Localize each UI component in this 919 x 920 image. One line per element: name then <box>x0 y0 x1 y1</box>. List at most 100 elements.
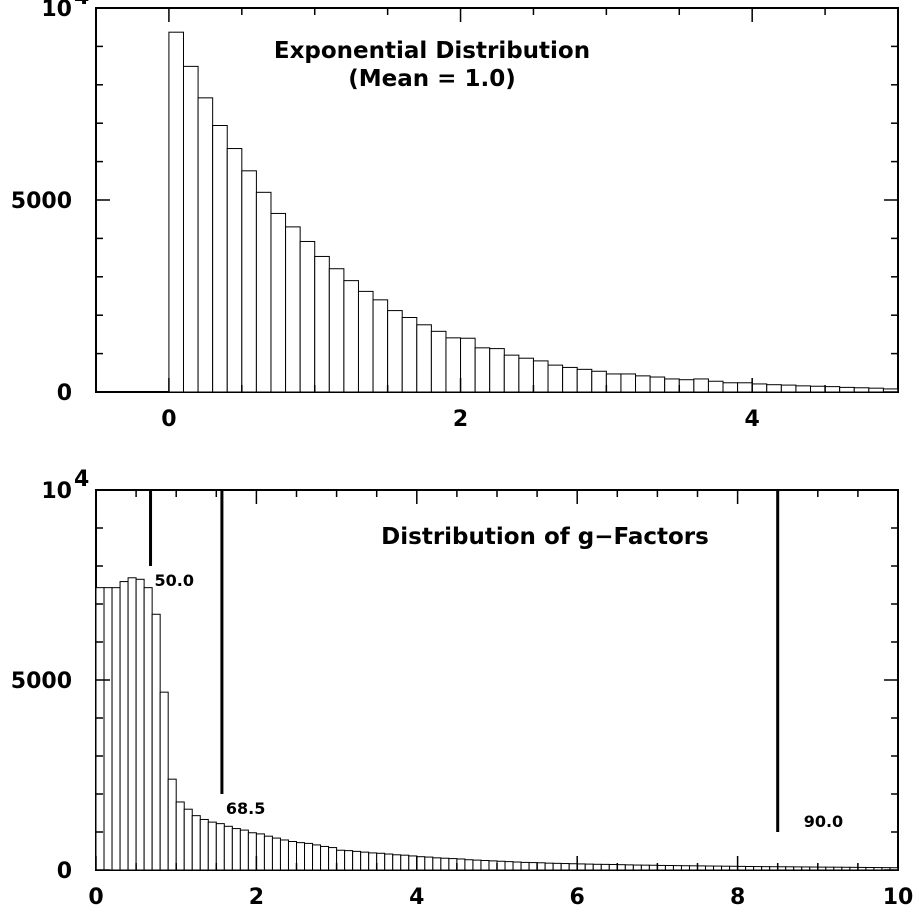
histogram-bar <box>328 268 345 393</box>
histogram-bar <box>873 867 883 871</box>
histogram-bar <box>127 577 137 871</box>
x-tick-label: 2 <box>453 407 468 432</box>
histogram-bar <box>197 97 214 393</box>
histogram-bar <box>432 857 442 871</box>
histogram-bar <box>191 815 201 871</box>
histogram-bar <box>722 382 739 393</box>
histogram-bar <box>640 864 650 871</box>
histogram-bar <box>785 866 795 871</box>
histogram-bar <box>207 821 217 871</box>
histogram-bar <box>769 866 779 871</box>
histogram-bar <box>372 299 389 393</box>
histogram-bar <box>175 801 185 871</box>
histogram-bar <box>649 376 666 393</box>
histogram-bar <box>632 864 642 871</box>
histogram-bar <box>151 613 161 871</box>
histogram-bar <box>810 385 826 393</box>
y-tick-label-exponent: 4 <box>74 0 89 10</box>
histogram-bar <box>707 380 724 393</box>
histogram-bar <box>592 863 602 871</box>
axis-ticks <box>95 489 899 871</box>
histogram-bar <box>400 854 410 871</box>
histogram-bar <box>825 866 835 871</box>
histogram-bar <box>299 240 316 393</box>
histogram-bar <box>343 280 359 393</box>
histogram-bar <box>751 383 768 393</box>
histogram-bar <box>532 360 549 393</box>
histogram-bar <box>503 354 520 393</box>
histogram-bar <box>648 864 658 871</box>
histogram-bar <box>241 170 257 393</box>
histogram-bar <box>119 581 129 871</box>
histogram-bar <box>849 866 859 871</box>
histogram-bar <box>868 387 884 393</box>
histogram-bar <box>693 378 709 393</box>
histogram-bar <box>336 849 346 871</box>
chart-title: Distribution of g−Factors <box>381 524 709 550</box>
histogram-bar <box>287 841 298 871</box>
histogram-bar <box>777 866 787 871</box>
histogram-bar <box>488 860 498 871</box>
histogram-bar <box>387 310 403 393</box>
histogram-bar <box>753 866 763 871</box>
histogram-bar <box>547 364 564 393</box>
histogram-bar <box>697 865 707 871</box>
histogram-bar <box>801 866 811 871</box>
histogram-bar <box>376 852 386 871</box>
histogram-bar <box>95 587 105 871</box>
histogram-bar <box>705 865 715 871</box>
histogram-bar <box>480 860 490 871</box>
histogram-bar <box>263 835 273 871</box>
histogram-bar <box>793 866 803 871</box>
histogram-bar <box>392 854 402 871</box>
histogram-bar <box>328 847 338 871</box>
histogram-bar <box>168 31 184 393</box>
percentile-label: 90.0 <box>804 812 843 831</box>
histogram-bar <box>833 866 843 871</box>
histogram-bar <box>664 378 680 393</box>
histogram-bar <box>472 859 482 871</box>
y-tick-label: 10 <box>41 0 72 22</box>
histogram-bar <box>312 844 322 871</box>
histogram-bar <box>809 866 819 871</box>
tick-labels: 02405000104 <box>11 0 760 432</box>
histogram-bar <box>255 191 272 393</box>
histogram-bar <box>344 850 354 871</box>
histogram-bar <box>568 863 578 871</box>
histogram-bars <box>95 577 899 871</box>
percentile-label: 50.0 <box>155 571 194 590</box>
y-tick-label-exponent: 4 <box>74 467 89 492</box>
histogram-bar <box>737 865 747 871</box>
histogram-bar <box>536 862 546 871</box>
histogram-bar <box>664 865 674 871</box>
histogram-bar <box>448 858 458 871</box>
histogram-bar <box>199 818 209 871</box>
histogram-bar <box>352 850 362 871</box>
histogram-bar <box>320 845 330 871</box>
y-tick-label: 10 <box>41 479 72 504</box>
histogram-bar <box>584 863 594 871</box>
histogram-bar <box>656 864 666 871</box>
histogram-bar <box>474 347 491 393</box>
histogram-bar <box>445 337 462 393</box>
histogram-bar <box>314 255 330 393</box>
histogram-bar <box>605 373 622 393</box>
x-tick-label: 2 <box>249 885 264 910</box>
histogram-bar <box>865 866 875 871</box>
histogram-bar <box>384 853 394 871</box>
histogram-bar <box>416 324 432 393</box>
histogram-bar <box>223 825 233 871</box>
chart-title: Exponential Distribution <box>274 38 590 64</box>
histogram-bar <box>841 866 851 871</box>
histogram-bar <box>489 348 505 393</box>
histogram-bar <box>456 858 466 871</box>
histogram-bar <box>215 823 225 871</box>
histogram-bar <box>460 337 476 393</box>
histogram-bar <box>518 357 534 393</box>
histogram-bar <box>212 125 228 393</box>
histogram-bar <box>424 856 434 871</box>
histogram-bar <box>600 863 610 871</box>
